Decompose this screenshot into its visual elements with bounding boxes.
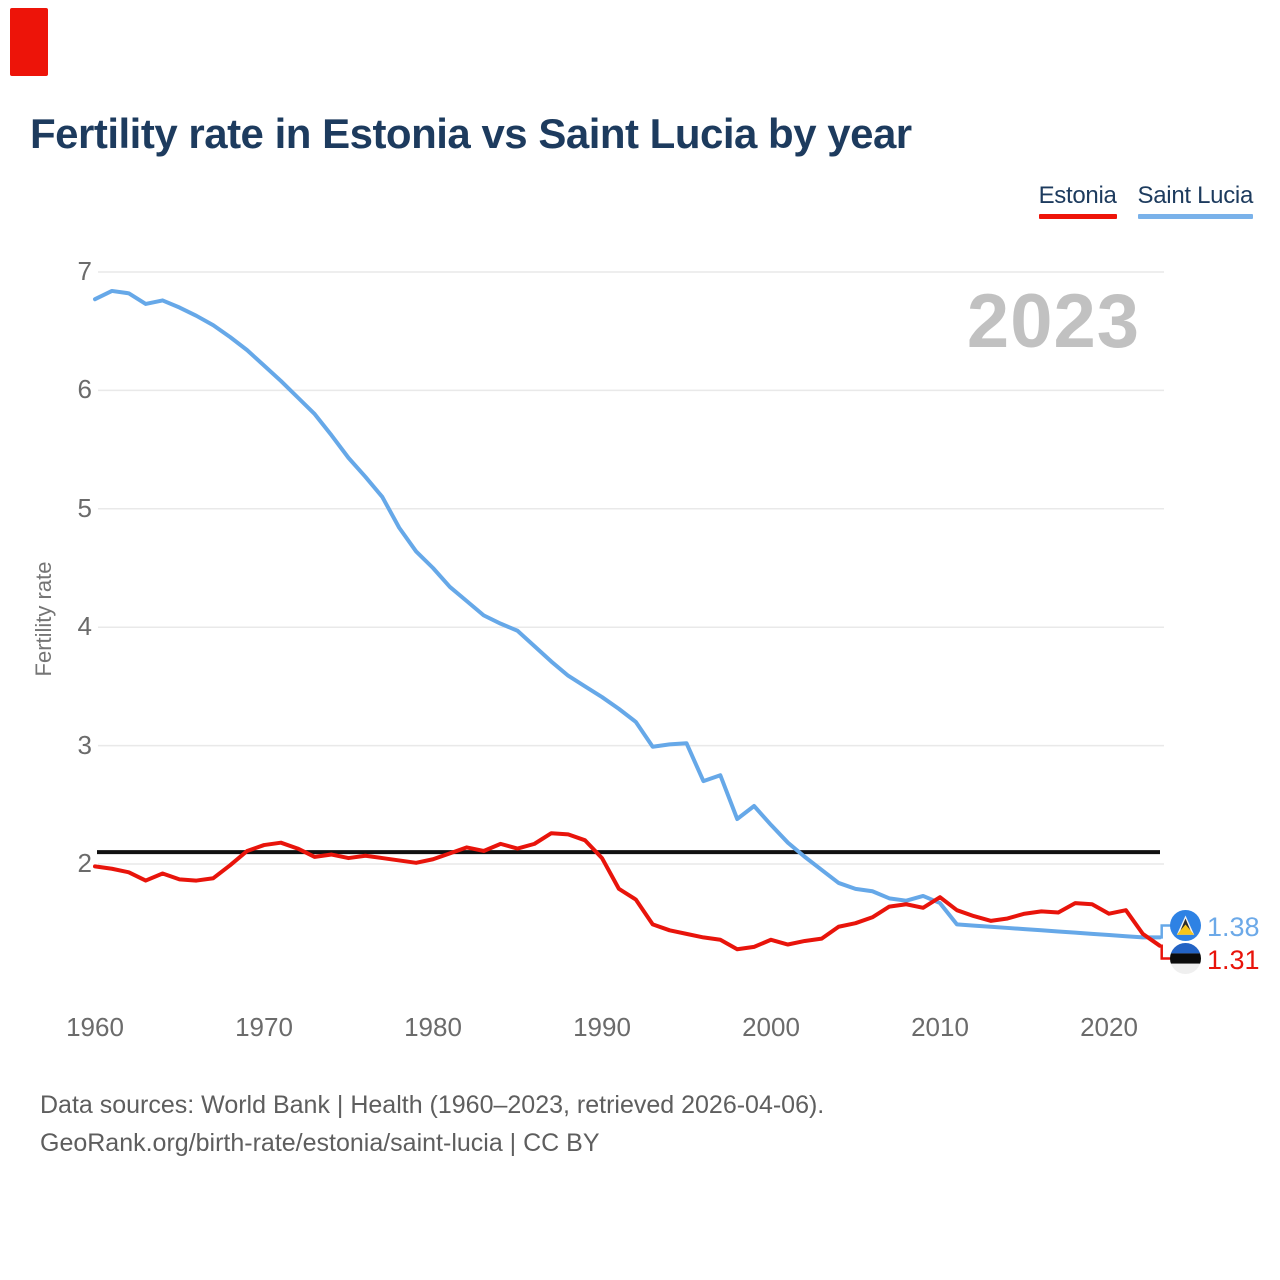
x-tick-label: 2000: [742, 1012, 800, 1042]
y-tick-label: 7: [77, 256, 92, 286]
y-tick-label: 5: [77, 492, 92, 523]
legend-underline-saint-lucia: [1137, 214, 1253, 219]
x-tick-label: 1980: [404, 1012, 462, 1042]
estonia-connector: [1159, 944, 1171, 960]
saint-lucia-connector: [1159, 924, 1171, 939]
legend-label-estonia: Estonia: [1038, 182, 1117, 209]
legend-label-saint-lucia: Saint Lucia: [1137, 182, 1254, 209]
saint-lucia-end-value: 1.38: [1207, 912, 1260, 942]
x-tick-label: 2010: [911, 1012, 969, 1042]
x-tick-label: 1970: [235, 1012, 293, 1042]
series-line-saint-lucia: [93, 288, 1162, 940]
footer-sources: Data sources: World Bank | Health (1960–…: [40, 1091, 825, 1119]
saint-lucia-flag-icon: [1170, 910, 1201, 941]
y-tick-label: 2: [77, 848, 92, 878]
x-tick-label: 2020: [1080, 1012, 1138, 1042]
page-title: Fertility rate in Estonia vs Saint Lucia…: [30, 110, 912, 157]
red-marker: [10, 8, 48, 76]
y-tick-label: 3: [77, 729, 92, 760]
legend-item-saint-lucia[interactable]: Saint Lucia: [1137, 182, 1254, 219]
y-tick-label: 4: [77, 611, 92, 642]
legend-item-estonia[interactable]: Estonia: [1038, 182, 1117, 219]
footer: Data sources: World Bank | Health (1960–…: [40, 1086, 824, 1162]
footer-attribution: GeoRank.org/birth-rate/estonia/saint-luc…: [40, 1129, 600, 1157]
y-tick-label: 6: [77, 374, 92, 405]
x-tick-label: 1990: [573, 1012, 631, 1042]
legend: Estonia Saint Lucia: [1038, 182, 1254, 219]
watermark-year: 2023: [966, 279, 1140, 364]
legend-underline-estonia: [1038, 214, 1117, 219]
series-line-estonia: [93, 831, 1162, 952]
estonia-flag-icon: [1170, 943, 1201, 974]
estonia-end-value: 1.31: [1207, 945, 1260, 975]
x-tick-label: 1960: [66, 1012, 124, 1042]
